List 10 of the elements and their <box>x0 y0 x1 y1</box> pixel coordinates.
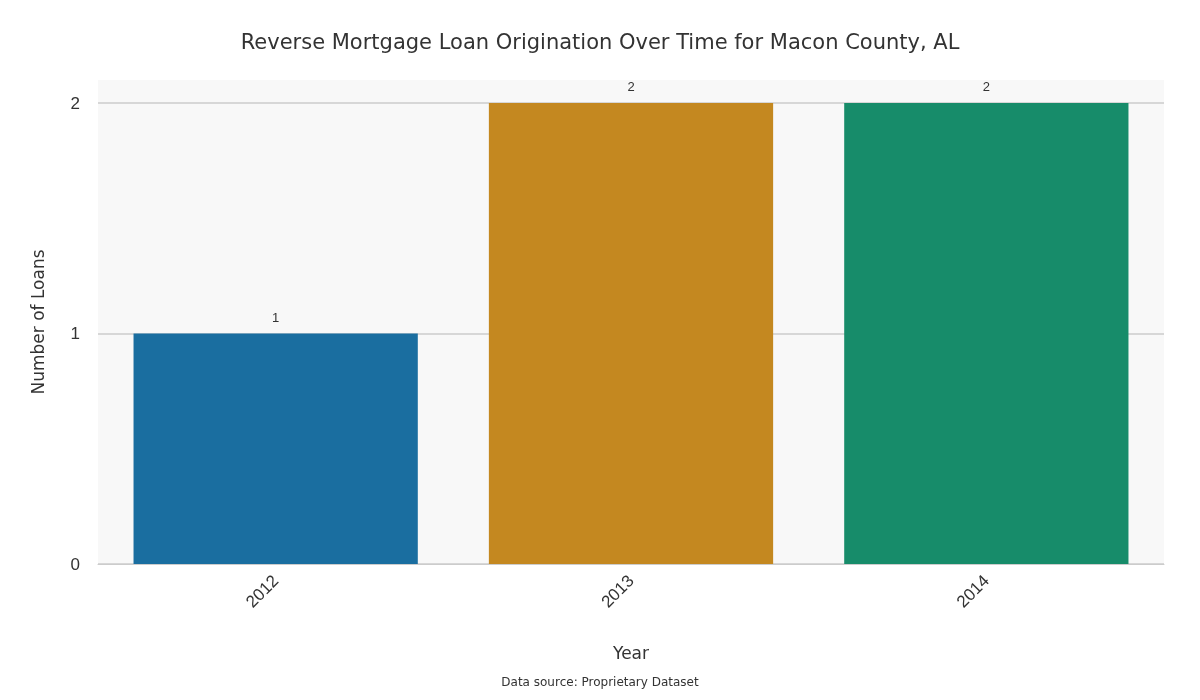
y-tick-label: 0 <box>70 554 80 574</box>
y-tick-label: 2 <box>70 93 80 113</box>
chart-title: Reverse Mortgage Loan Origination Over Time for Macon County, AL <box>240 29 960 54</box>
y-tick-label: 1 <box>70 324 80 344</box>
data-label: 2 <box>627 79 635 95</box>
y-axis-title: Number of Loans <box>27 249 48 395</box>
x-axis-title: Year <box>612 642 649 663</box>
source-note: Data source: Proprietary Dataset <box>501 675 699 689</box>
data-label: 2 <box>982 79 990 95</box>
data-label: 1 <box>272 309 280 325</box>
